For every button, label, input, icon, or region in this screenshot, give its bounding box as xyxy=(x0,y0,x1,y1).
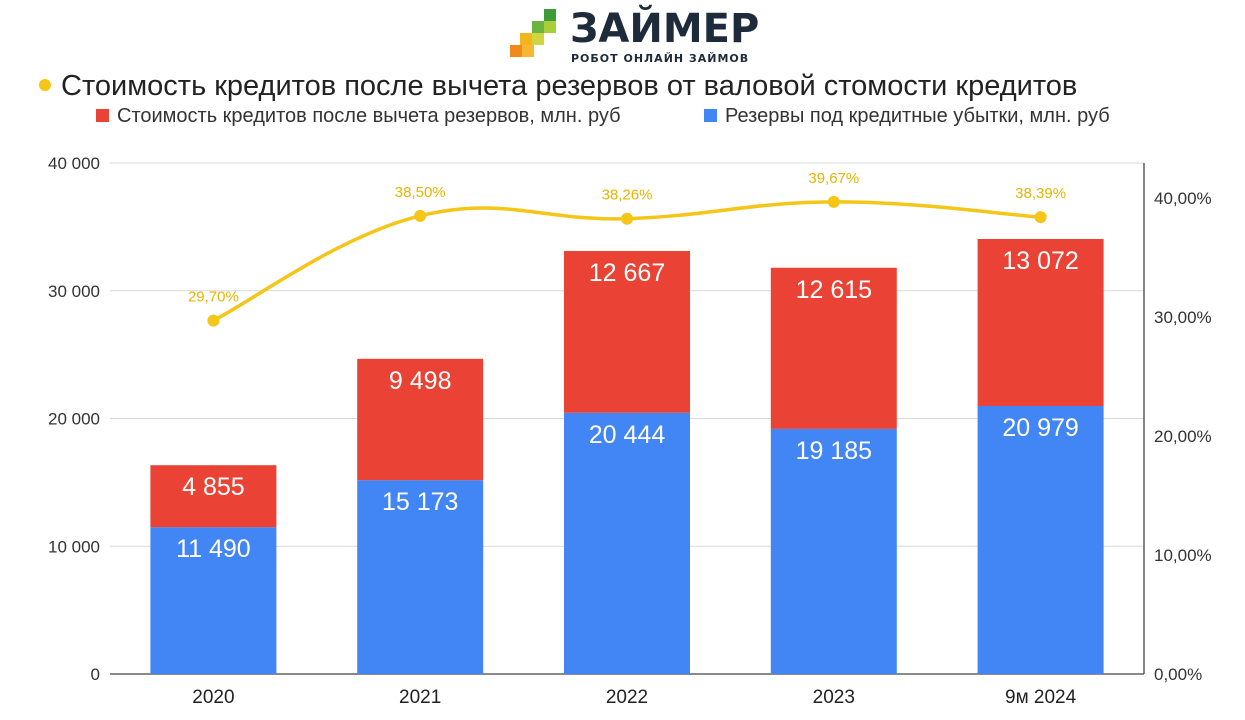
right-tick-label: 10,00% xyxy=(1154,546,1212,565)
bar-net-label: 4 855 xyxy=(182,473,245,501)
bar-net-label: 12 615 xyxy=(796,276,872,304)
legend-reserves-label: Резервы под кредитные убытки, млн. руб xyxy=(725,105,1110,127)
bar-reserves xyxy=(150,527,277,674)
ratio-point xyxy=(827,195,840,208)
ratio-label: 38,39% xyxy=(1015,185,1066,202)
chart-title: Стоимость кредитов после вычета резервов… xyxy=(61,70,1077,102)
bar-reserves-label: 20 444 xyxy=(589,421,666,449)
ratio-label: 29,70% xyxy=(188,289,239,306)
left-tick-label: 30 000 xyxy=(48,282,100,301)
category-label: 2021 xyxy=(399,687,441,708)
category-label: 2020 xyxy=(192,687,234,708)
bar-net xyxy=(977,238,1104,406)
bar-net xyxy=(564,251,690,413)
bar-net xyxy=(357,358,484,481)
bar-reserves xyxy=(770,428,897,674)
left-tick-label: 40 000 xyxy=(48,154,100,173)
ratio-point xyxy=(621,212,633,225)
ratio-point xyxy=(414,209,427,222)
right-tick-label: 40,00% xyxy=(1154,189,1212,208)
bar-net xyxy=(770,267,897,429)
bar-net xyxy=(150,465,277,528)
legend-line-marker xyxy=(39,79,51,91)
logo-tagline: РОБОТ ОНЛАЙН ЗАЙМОВ xyxy=(571,52,749,65)
ratio-point xyxy=(1034,211,1047,224)
ratio-line xyxy=(207,195,1047,327)
bar-reserves-label: 20 979 xyxy=(1002,414,1078,442)
legend-net-label: Стоимость кредитов после вычета резервов… xyxy=(117,105,621,127)
logo-mark-icon xyxy=(510,9,556,57)
bar-reserves xyxy=(357,480,484,674)
legend-reserves-swatch xyxy=(704,109,717,122)
ratio-label: 38,50% xyxy=(395,184,446,201)
ratio-label: 38,26% xyxy=(602,187,653,204)
bar-reserves xyxy=(977,405,1104,674)
left-tick-label: 20 000 xyxy=(48,410,100,429)
right-axis-ticks: 0,00% 10,00% 20,00% 30,00% 40,00% xyxy=(1154,189,1212,684)
bars xyxy=(150,238,1104,674)
bar-reserves-label: 19 185 xyxy=(796,437,872,465)
bar-net-label: 9 498 xyxy=(389,367,452,395)
legend: Стоимость кредитов после вычета резервов… xyxy=(39,70,1110,127)
left-tick-label: 0 xyxy=(91,665,100,684)
left-tick-label: 10 000 xyxy=(48,537,100,556)
bar-labels: 11 490 4 855 15 173 9 498 20 444 12 667 19 185… xyxy=(176,247,1079,563)
zaimer-logo: ЗАЙМЕР РОБОТ ОНЛАЙН ЗАЙМОВ xyxy=(510,4,759,65)
bar-net-label: 12 667 xyxy=(589,259,665,287)
right-tick-label: 20,00% xyxy=(1154,427,1212,446)
ratio-point xyxy=(207,314,220,327)
bar-reserves-label: 15 173 xyxy=(382,488,458,516)
category-label: 2023 xyxy=(813,687,855,708)
legend-net-swatch xyxy=(96,109,109,122)
ratio-labels: 29,70% 38,50% 38,26% 39,67% 38,39% xyxy=(188,170,1066,306)
ratio-label: 39,67% xyxy=(808,170,859,187)
left-axis-ticks: 0 10 000 20 000 30 000 40 000 xyxy=(48,154,100,684)
right-tick-label: 30,00% xyxy=(1154,308,1212,327)
right-tick-label: 0,00% xyxy=(1154,665,1202,684)
category-label: 2022 xyxy=(606,687,648,708)
logo-name: ЗАЙМЕР xyxy=(570,4,759,52)
bar-reserves-label: 11 490 xyxy=(176,535,251,563)
bar-reserves xyxy=(564,412,690,674)
bar-net-label: 13 072 xyxy=(1002,247,1078,275)
category-label: 9м 2024 xyxy=(1005,687,1077,708)
category-labels: 2020 2021 2022 2023 9м 2024 xyxy=(192,687,1076,708)
